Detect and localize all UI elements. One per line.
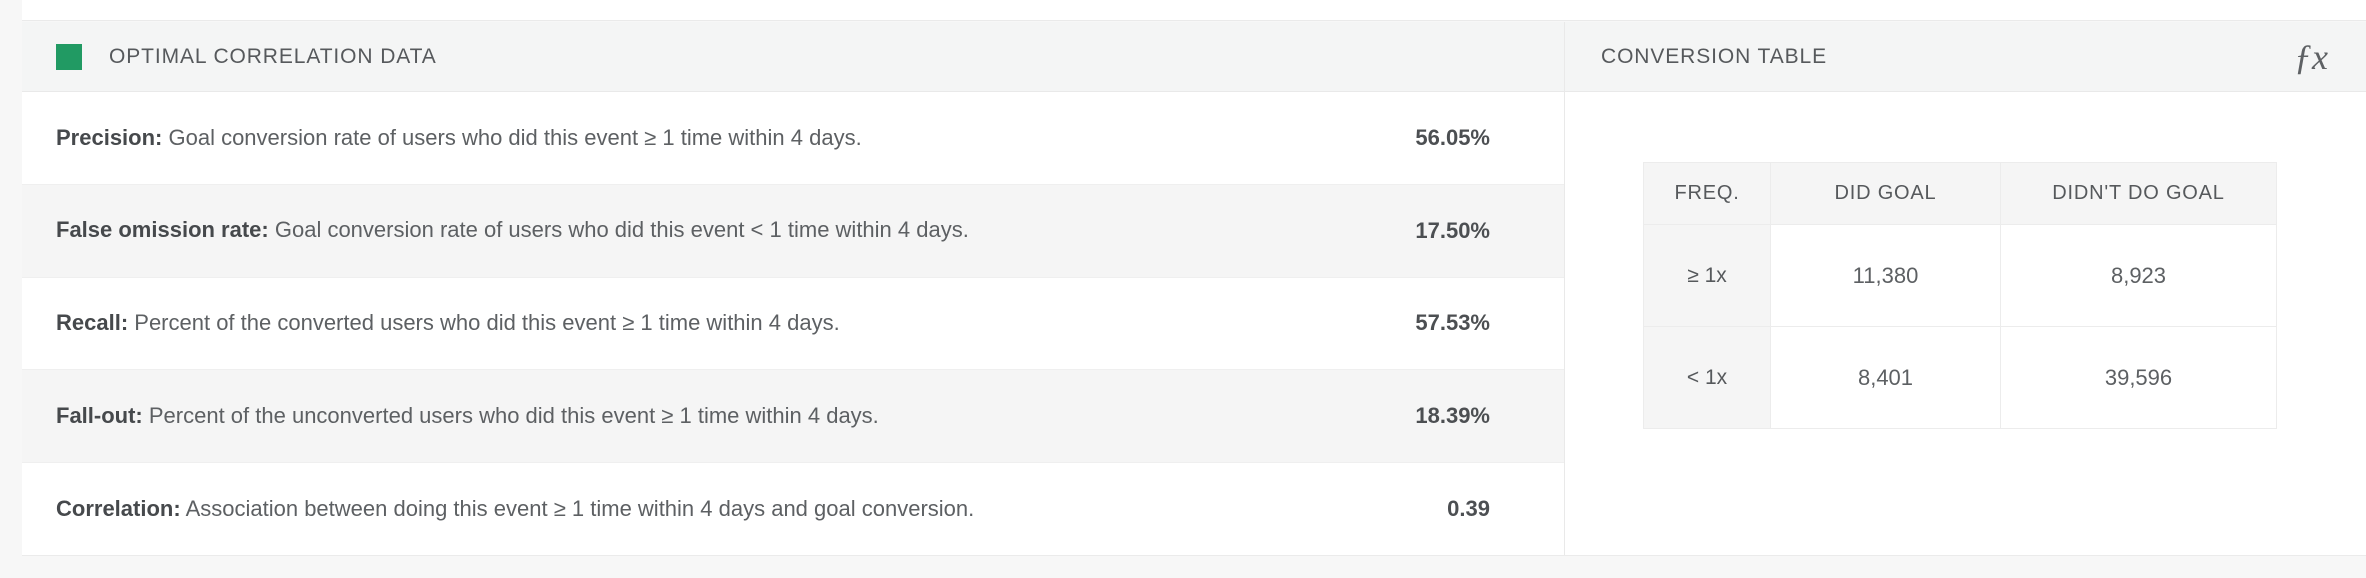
top-divider-strip bbox=[22, 0, 2366, 21]
metric-value: 0.39 bbox=[1447, 496, 1490, 522]
metric-row-recall: Recall: Percent of the converted users w… bbox=[22, 277, 1564, 371]
column-header-didnt-do-goal: DIDN'T DO GOAL bbox=[2000, 162, 2277, 225]
conversion-table-head: FREQ. DID GOAL DIDN'T DO GOAL bbox=[1643, 162, 2277, 225]
cell-freq: < 1x bbox=[1643, 326, 1771, 429]
metric-value: 17.50% bbox=[1415, 217, 1490, 243]
conversion-table-title: CONVERSION TABLE bbox=[1601, 44, 1828, 68]
metric-list: Precision: Goal conversion rate of users… bbox=[22, 92, 1564, 555]
table-row: ≥ 1x 11,380 8,923 bbox=[1643, 224, 2277, 327]
metric-description: False omission rate: Goal conversion rat… bbox=[56, 216, 1360, 245]
metric-row-correlation: Correlation: Association between doing t… bbox=[22, 463, 1564, 555]
conversion-table-body: FREQ. DID GOAL DIDN'T DO GOAL ≥ 1x 11,38… bbox=[1565, 92, 2366, 555]
correlation-card: OPTIMAL CORRELATION DATA Precision: Goal… bbox=[22, 22, 2366, 556]
metric-description: Fall-out: Percent of the unconverted use… bbox=[56, 402, 1360, 431]
conversion-table-header: CONVERSION TABLE ƒx bbox=[1565, 22, 2366, 92]
metric-value: 57.53% bbox=[1415, 310, 1490, 336]
metric-row-precision: Precision: Goal conversion rate of users… bbox=[22, 92, 1564, 185]
metric-label: Precision: bbox=[56, 124, 163, 150]
metric-text: Association between doing this event ≥ 1… bbox=[180, 495, 975, 521]
cell-didnt-do-goal: 39,596 bbox=[2000, 326, 2277, 429]
metric-value: 56.05% bbox=[1415, 124, 1490, 150]
optimal-correlation-header: OPTIMAL CORRELATION DATA bbox=[22, 22, 1564, 92]
cell-did-goal: 11,380 bbox=[1770, 224, 2001, 327]
metric-label: Recall: bbox=[56, 310, 129, 336]
conversion-table-panel: CONVERSION TABLE ƒx FREQ. DID GOAL DIDN'… bbox=[1565, 22, 2366, 555]
table-row: < 1x 8,401 39,596 bbox=[1643, 326, 2277, 429]
metric-row-fall-out: Fall-out: Percent of the unconverted use… bbox=[22, 370, 1564, 464]
metric-description: Correlation: Association between doing t… bbox=[56, 495, 1360, 524]
metric-value: 18.39% bbox=[1415, 403, 1490, 429]
metric-row-false-omission-rate: False omission rate: Goal conversion rat… bbox=[22, 184, 1564, 278]
metric-text: Goal conversion rate of users who did th… bbox=[268, 217, 969, 243]
page-title: OPTIMAL CORRELATION DATA bbox=[109, 44, 437, 68]
metric-text: Goal conversion rate of users who did th… bbox=[162, 124, 862, 150]
cell-didnt-do-goal: 8,923 bbox=[2000, 224, 2277, 327]
metric-description: Recall: Percent of the converted users w… bbox=[56, 309, 1360, 338]
metric-description: Precision: Goal conversion rate of users… bbox=[56, 124, 1360, 153]
table-header-row: FREQ. DID GOAL DIDN'T DO GOAL bbox=[1643, 162, 2277, 225]
metric-label: Correlation: bbox=[56, 495, 181, 521]
conversion-table: FREQ. DID GOAL DIDN'T DO GOAL ≥ 1x 11,38… bbox=[1643, 162, 2277, 429]
metric-text: Percent of the converted users who did t… bbox=[128, 310, 840, 336]
metric-text: Percent of the unconverted users who did… bbox=[142, 402, 879, 428]
green-square-icon bbox=[56, 43, 82, 70]
conversion-table-body-rows: ≥ 1x 11,380 8,923 < 1x 8,401 39,596 bbox=[1643, 224, 2277, 429]
cell-did-goal: 8,401 bbox=[1770, 326, 2001, 429]
metric-label: False omission rate: bbox=[56, 217, 269, 243]
column-header-did-goal: DID GOAL bbox=[1770, 162, 2001, 225]
optimal-correlation-panel: OPTIMAL CORRELATION DATA Precision: Goal… bbox=[22, 22, 1565, 555]
formula-fx-icon[interactable]: ƒx bbox=[2294, 36, 2328, 77]
metric-label: Fall-out: bbox=[56, 402, 143, 428]
column-header-freq: FREQ. bbox=[1643, 162, 1771, 225]
cell-freq: ≥ 1x bbox=[1643, 224, 1771, 327]
